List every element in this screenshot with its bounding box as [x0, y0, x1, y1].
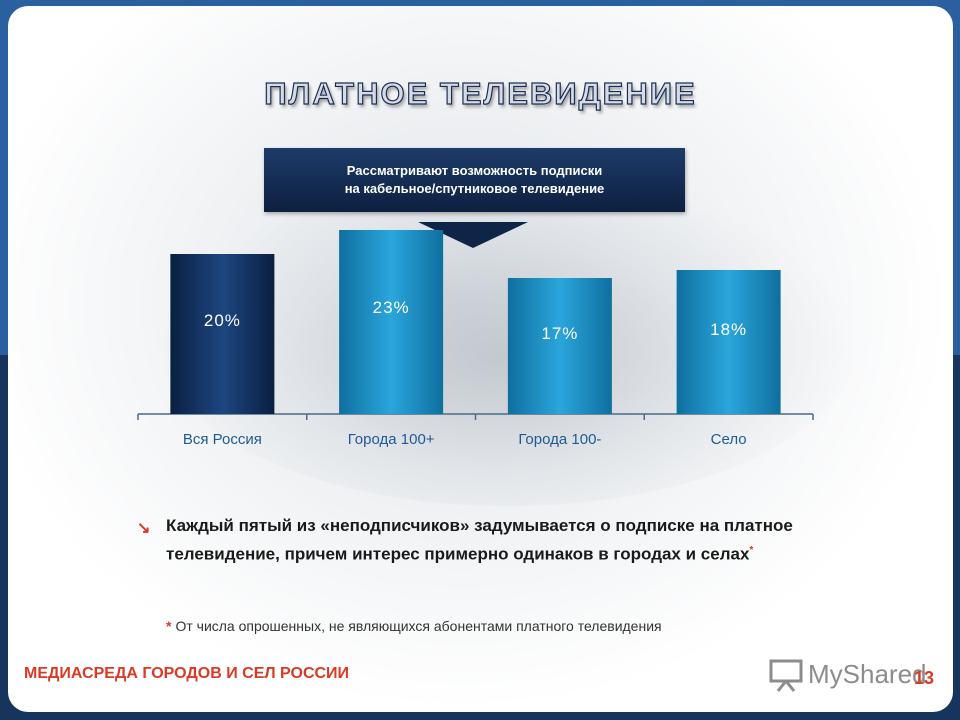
bullet-text: Каждый пятый из «неподписчиков» задумыва…: [166, 513, 846, 567]
category-label: Города 100-: [518, 431, 601, 448]
bar-2: [339, 230, 444, 414]
bar-value-label: 17%: [541, 324, 578, 343]
footer-title: МЕДИАСРЕДА ГОРОДОВ И СЕЛ РОССИИ: [24, 665, 350, 682]
bar-value-label: 18%: [710, 320, 747, 339]
arrow-down-right-icon: ↘: [137, 520, 151, 537]
page-number: 13: [914, 668, 935, 688]
footnote: * От числа опрошенных, не являющихся абон…: [166, 618, 662, 634]
slide: ПЛАТНОЕ ТЕЛЕВИДЕНИЕ Рассматривают возмож…: [8, 6, 953, 712]
bar-value-label: 23%: [373, 298, 410, 317]
bar-1: [170, 254, 275, 414]
callout-line-1: Рассматривают возможность подписки: [346, 163, 603, 178]
category-label: Города 100+: [348, 431, 435, 448]
bar-value-label: 20%: [204, 311, 241, 330]
callout-line-2: на кабельное/спутниковое телевидение: [344, 181, 605, 196]
footnote-marker: *: [166, 618, 172, 634]
bar-3: [507, 278, 612, 414]
bar-4: [676, 270, 781, 414]
category-label: Село: [711, 431, 747, 448]
category-label: Вся Россия: [183, 431, 262, 448]
bar-chart: 20% Вся Россия 23% Города 100+ 17% Города 100…: [137, 230, 814, 448]
slide-title: ПЛАТНОЕ ТЕЛЕВИДЕНИЕ: [264, 75, 697, 111]
logo-text: MyShared: [808, 659, 927, 689]
footnote-text: От числа опрошенных, не являющихся абоне…: [175, 618, 662, 634]
callout-box: Рассматривают возможность подписки на ка…: [264, 148, 685, 212]
presentation-board-icon: [769, 659, 803, 692]
bullet-footnote-marker: *: [749, 545, 754, 556]
bullet-text-body: Каждый пятый из «неподписчиков» задумыва…: [166, 516, 793, 564]
logo[interactable]: MyShared: [768, 657, 927, 693]
